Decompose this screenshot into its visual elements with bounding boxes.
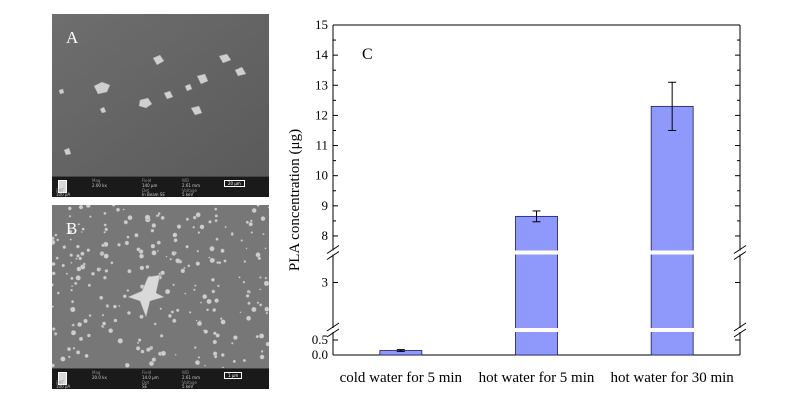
chart-bars	[379, 81, 694, 356]
panel-label-b: B	[66, 219, 78, 238]
axis-break-mark	[733, 245, 747, 254]
x-tick-label: hot water for 30 min	[611, 370, 735, 386]
x-tick-label: cold water for 5 min	[340, 370, 463, 386]
field-value: 2.61 mm	[182, 375, 200, 380]
field-value: SE	[142, 384, 148, 389]
y-tick-label: 9	[322, 198, 329, 213]
pla-concentration-chart: 0.00.5 3 8 9 10 11 12 13 14 15 cold water for 5 mi…	[287, 17, 747, 386]
field-value: 100 pA	[56, 192, 71, 197]
field-header: EHT	[56, 188, 64, 193]
panel-label-a: A	[66, 28, 79, 47]
field-header: Field	[142, 178, 152, 183]
y-tick-label: 14	[315, 47, 329, 62]
field-value: 5 keV	[182, 192, 194, 197]
chart-ticks: 0.00.5 3 8 9 10 11 12 13 14 15 cold water for 5 mi…	[312, 17, 740, 386]
axis-break-gap	[331, 328, 742, 332]
y-tick-label: 3	[322, 275, 329, 290]
field-header: Mag	[92, 370, 101, 375]
field-value: 20.0 kx	[92, 375, 107, 380]
bar	[515, 215, 558, 356]
axis-break-gap	[331, 250, 742, 255]
sem-databar-b: Mag 20.0 kx Field 14.0 µm WD 2.61 mm EHT…	[52, 368, 269, 389]
y-tick-label: 0.5	[312, 332, 328, 347]
field-header: EHT	[56, 380, 64, 385]
sem-image-a: A Mag 2.00 kx Field 140 µm WD 2.61 mm EH…	[52, 14, 269, 197]
field-header: WD	[182, 178, 190, 183]
field-header: Mag	[92, 178, 101, 183]
field-header: WD	[182, 370, 190, 375]
axis-break-mark	[326, 251, 340, 260]
field-header: Voltage	[182, 188, 198, 193]
y-tick-label: 11	[315, 138, 328, 153]
x-tick-label: hot water for 5 min	[479, 370, 595, 386]
field-value: 100 pA	[56, 384, 71, 389]
field-value: 2.61 mm	[182, 183, 200, 188]
axis-breaks	[326, 245, 747, 338]
y-axis-label: PLA concentration (μg)	[287, 129, 303, 271]
field-value: 140 µm	[142, 183, 158, 188]
y-tick-label: 0.0	[312, 347, 328, 362]
scale-bar: 20 µm	[224, 180, 245, 187]
y-tick-label: 10	[315, 168, 328, 183]
instrument-logo-icon	[58, 180, 67, 193]
axis-break-mark	[733, 251, 747, 260]
field-value: 5 keV	[182, 384, 194, 389]
axis-break-mark	[326, 245, 340, 254]
instrument-logo-icon	[58, 372, 67, 385]
axis-break-mark	[326, 322, 340, 332]
y-tick-label: 13	[315, 77, 328, 92]
field-header: Voltage	[182, 380, 198, 385]
sem-micrograph-b	[52, 205, 269, 369]
sem-databar-a: Mag 2.00 kx Field 140 µm WD 2.61 mm EHT …	[52, 176, 269, 197]
field-header: Field	[142, 370, 152, 375]
axis-break-mark	[326, 328, 340, 338]
y-tick-label: 8	[322, 228, 329, 243]
field-value: 2.00 kx	[92, 183, 107, 188]
axis-break-mark	[733, 328, 747, 338]
field-header: Det	[142, 380, 150, 385]
panel-label-c: C	[362, 46, 373, 63]
y-tick-label: 12	[315, 107, 328, 122]
y-tick-label: 15	[315, 17, 328, 32]
field-header: Det	[142, 188, 150, 193]
field-value: In Beam SE	[142, 192, 165, 197]
scale-bar: 1 µm	[224, 372, 243, 379]
bar	[650, 105, 694, 356]
field-value: 14.0 µm	[142, 375, 159, 380]
sem-micrograph-a	[52, 14, 269, 177]
axis-break-mark	[733, 322, 747, 332]
sem-image-b: B Mag 20.0 kx Field 14.0 µm WD 2.61 mm E…	[52, 205, 269, 389]
